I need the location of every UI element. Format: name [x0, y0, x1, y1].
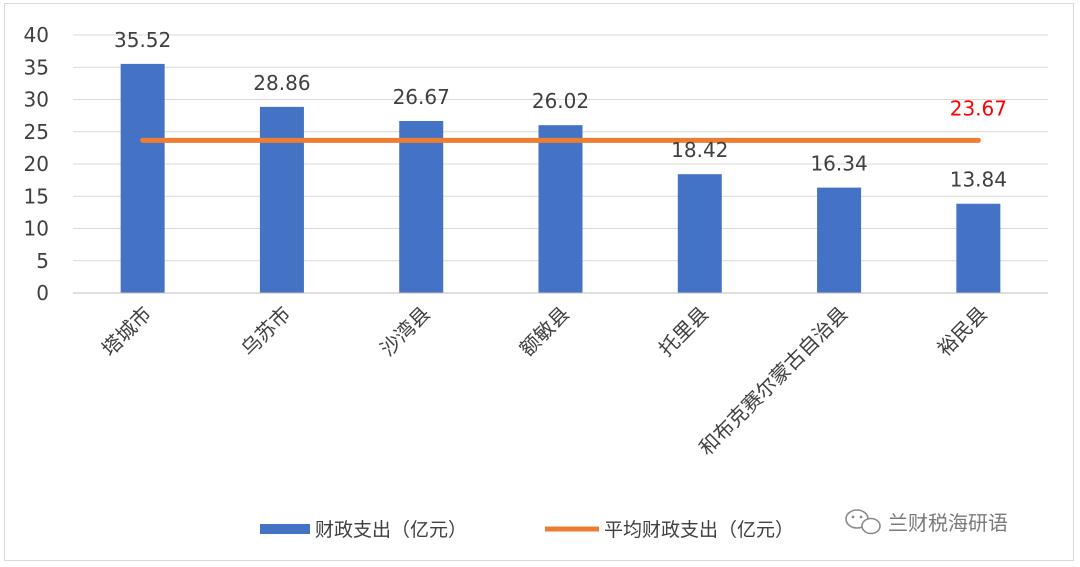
legend: 财政支出（亿元） 平均财政支出（亿元）: [260, 519, 794, 541]
x-tick-label: 托里县: [654, 302, 713, 361]
y-tick-label: 15: [24, 184, 49, 208]
bar: [956, 203, 1001, 293]
x-tick-label: 额敏县: [515, 302, 574, 361]
y-tick-label: 35: [24, 55, 49, 79]
bar-line-chart: 0 5 10 15 20 25 30 35 40 35.52 28.86 26.67 26.02 18.…: [24, 23, 1048, 541]
wechat-icon: [845, 509, 881, 535]
bar-value-label: 16.34: [810, 152, 867, 176]
chart-frame: 0 5 10 15 20 25 30 35 40 35.52 28.86 26.67 26.02 18.…: [4, 3, 1074, 561]
data-labels: 35.52 28.86 26.67 26.02 18.42 16.34 13.84 23.67: [114, 28, 1007, 192]
y-axis: 0 5 10 15 20 25 30 35 40: [24, 23, 49, 305]
y-tick-label: 30: [24, 88, 49, 112]
bar-value-label: 13.84: [950, 168, 1007, 192]
bar: [120, 63, 165, 294]
watermark-text: 兰财税海研语: [888, 511, 1008, 535]
bar: [399, 120, 444, 293]
y-tick-label: 25: [24, 120, 49, 144]
bar: [259, 106, 304, 293]
legend-bar-label: 财政支出（亿元）: [315, 519, 467, 541]
bar-value-label: 18.42: [671, 138, 728, 162]
bar: [817, 187, 862, 293]
average-value-label: 23.67: [950, 96, 1007, 120]
bar-value-label: 35.52: [114, 28, 171, 52]
bar-value-label: 26.02: [532, 89, 589, 113]
y-tick-label: 20: [24, 152, 49, 176]
y-tick-label: 10: [24, 217, 49, 241]
bar: [538, 125, 583, 294]
bar-value-label: 26.67: [393, 85, 450, 109]
y-tick-label: 0: [36, 281, 49, 305]
bar: [677, 174, 722, 293]
x-tick-label: 塔城市: [97, 302, 156, 361]
x-tick-label: 和布克赛尔蒙古自治县: [694, 302, 852, 460]
x-tick-label: 裕民县: [932, 302, 991, 361]
legend-line-label: 平均财政支出（亿元）: [604, 519, 794, 541]
x-tick-label: 乌苏市: [236, 302, 295, 361]
bars: [120, 63, 1001, 294]
legend-bar-swatch: [260, 524, 310, 534]
y-tick-label: 5: [36, 249, 49, 273]
bar-value-label: 28.86: [253, 71, 310, 95]
y-tick-label: 40: [24, 23, 49, 47]
x-tick-label: 沙湾县: [375, 302, 434, 361]
watermark: 兰财税海研语: [845, 509, 1008, 535]
